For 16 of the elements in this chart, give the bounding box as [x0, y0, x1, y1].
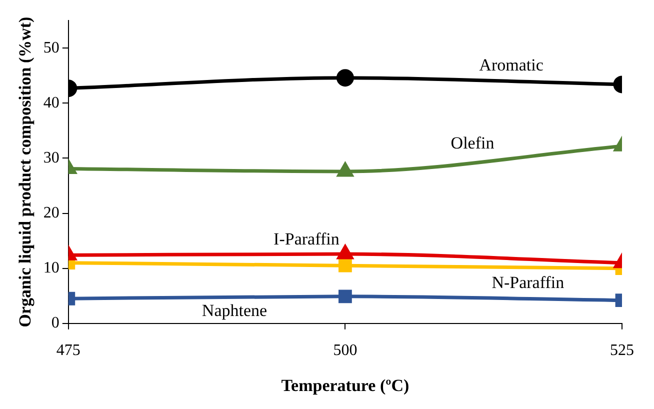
x-tick-label: 475	[56, 342, 80, 360]
y-tick-label: 20	[43, 204, 60, 222]
y-tick-label: 40	[43, 94, 60, 112]
series-label: Olefin	[450, 133, 495, 152]
y-axis-title: Organic liquid product composition (%wt)	[16, 16, 35, 328]
series-label: Aromatic	[479, 55, 544, 74]
series-label: I-Paraffin	[274, 230, 340, 249]
series-label: Naphtene	[202, 300, 268, 320]
y-tick-label: 30	[43, 149, 60, 166]
y-tick-label: 10	[43, 260, 60, 277]
y-tick-label: 0	[51, 314, 60, 332]
x-tick-label: 525	[610, 342, 634, 360]
x-axis-title: Temperature (ºC)	[281, 376, 410, 396]
x-tick-label: 500	[333, 342, 358, 360]
y-tick-label: 50	[43, 39, 60, 56]
series-label: N-Paraffin	[492, 272, 565, 292]
